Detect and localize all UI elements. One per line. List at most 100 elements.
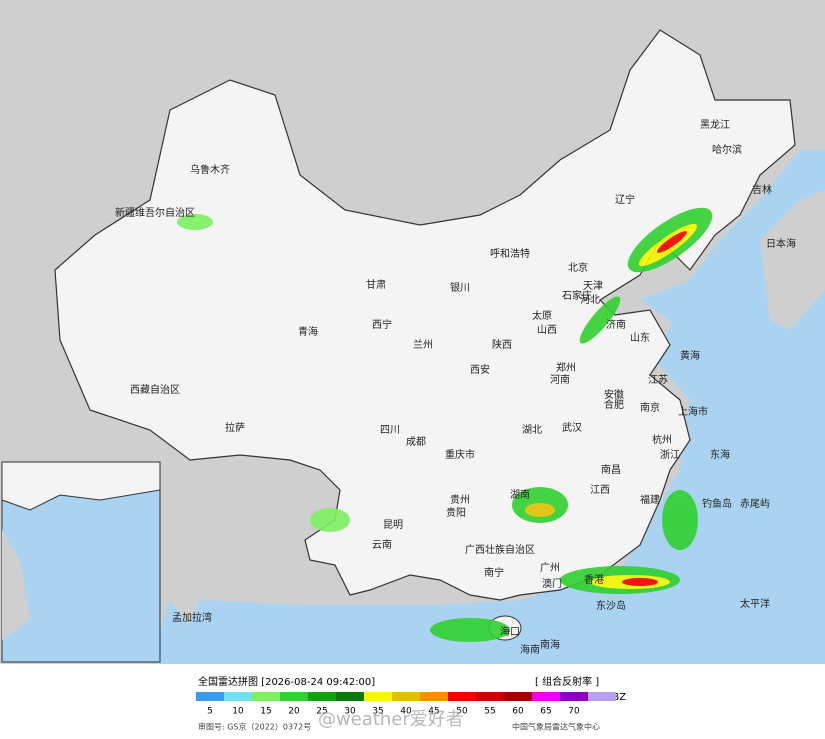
place-label: 天津 bbox=[583, 280, 603, 292]
place-label: 拉萨 bbox=[225, 421, 245, 434]
place-label: 南京 bbox=[640, 401, 660, 414]
place-label: 贵阳 bbox=[446, 506, 466, 519]
legend-swatch bbox=[196, 692, 224, 701]
place-label: 兰州 bbox=[413, 338, 433, 351]
place-label: 孟加拉湾 bbox=[172, 611, 212, 624]
place-label: 钓鱼岛 bbox=[702, 497, 732, 510]
place-label: 海口 bbox=[500, 625, 520, 638]
place-label: 重庆市 bbox=[445, 448, 475, 461]
legend-level: 70 bbox=[568, 707, 580, 717]
place-label: 海南 bbox=[520, 643, 540, 656]
place-label: 西藏自治区 bbox=[130, 383, 180, 396]
place-label: 南昌 bbox=[601, 463, 621, 476]
place-label: 四川 bbox=[380, 425, 400, 436]
place-label: 辽宁 bbox=[615, 193, 635, 206]
data-source: 中国气象局雷达气象中心 bbox=[512, 722, 600, 732]
legend-swatch bbox=[308, 692, 336, 701]
legend-swatch bbox=[560, 692, 588, 701]
legend-level: 15 bbox=[260, 707, 271, 717]
japan bbox=[760, 190, 825, 330]
place-label: 河南 bbox=[550, 373, 570, 386]
place-label: 南宁 bbox=[484, 566, 504, 579]
legend-swatch bbox=[280, 692, 308, 701]
place-label: 太原 bbox=[532, 309, 552, 322]
place-label: 济南 bbox=[606, 318, 626, 331]
watermark: @weather爱好者 bbox=[318, 709, 464, 730]
legend-level: 55 bbox=[484, 707, 495, 717]
place-label: 云南 bbox=[372, 538, 392, 551]
legend-level: 65 bbox=[540, 707, 551, 717]
place-label: 陕西 bbox=[492, 338, 512, 351]
bay-of-bengal bbox=[150, 600, 230, 664]
legend-swatch bbox=[448, 692, 476, 701]
place-label: 武汉 bbox=[562, 421, 582, 434]
place-label: 合肥 bbox=[604, 398, 624, 411]
place-label: 银川 bbox=[450, 281, 470, 294]
place-label: 南海 bbox=[540, 638, 560, 651]
place-label: 成都 bbox=[406, 436, 426, 448]
place-label: 江苏 bbox=[648, 373, 668, 386]
place-label: 澳门 bbox=[542, 577, 562, 590]
footer-bg bbox=[0, 664, 825, 739]
legend-swatch bbox=[420, 692, 448, 701]
place-label: 新疆维吾尔自治区 bbox=[115, 206, 195, 219]
ocean bbox=[170, 150, 825, 664]
place-label: 太平洋 bbox=[740, 597, 770, 610]
place-label: 哈尔滨 bbox=[712, 143, 742, 156]
legend-level: 60 bbox=[512, 707, 524, 717]
place-label: 东海 bbox=[710, 448, 730, 461]
legend-level: 10 bbox=[232, 707, 244, 717]
approval-number: 审图号: GS京（2022）0372号 bbox=[198, 722, 311, 732]
legend-swatch bbox=[588, 692, 616, 701]
legend-swatch bbox=[224, 692, 252, 701]
inset-neighbor bbox=[2, 530, 30, 640]
legend-swatch bbox=[476, 692, 504, 701]
legend-swatch bbox=[504, 692, 532, 701]
legend-swatch bbox=[392, 692, 420, 701]
place-label: 青海 bbox=[298, 325, 318, 338]
place-label: 广西壮族自治区 bbox=[465, 543, 535, 556]
place-label: 甘肃 bbox=[366, 278, 386, 291]
legend-product: [ 组合反射率 ] bbox=[535, 675, 599, 688]
inset-land bbox=[1, 461, 161, 511]
place-label: 黄海 bbox=[680, 349, 700, 362]
place-label: 日本海 bbox=[766, 237, 796, 250]
place-label: 浙江 bbox=[660, 449, 680, 461]
place-label: 湖北 bbox=[522, 424, 542, 436]
place-label: 安徽 bbox=[604, 388, 624, 401]
place-label: 黑龙江 bbox=[700, 118, 730, 131]
legend-title: 全国雷达拼图 [2026-08-24 09:42:00] bbox=[198, 675, 375, 688]
legend-swatch bbox=[364, 692, 392, 701]
legend-level: 25 bbox=[316, 707, 327, 717]
legend-level: 50 bbox=[456, 707, 468, 717]
place-label: 香港 bbox=[584, 574, 604, 586]
place-label: 北京 bbox=[568, 261, 588, 274]
legend-swatch bbox=[252, 692, 280, 701]
place-label: 湖南 bbox=[510, 488, 530, 501]
place-label: 山东 bbox=[630, 331, 650, 344]
place-label: 昆明 bbox=[383, 519, 403, 531]
place-label: 广州 bbox=[540, 562, 560, 574]
place-label: 上海市 bbox=[678, 405, 708, 418]
place-label: 呼和浩特 bbox=[490, 248, 530, 260]
legend-level: 5 bbox=[207, 707, 213, 717]
legend-swatch bbox=[532, 692, 560, 701]
place-label: 福建 bbox=[640, 493, 660, 506]
legend-level: 20 bbox=[288, 707, 300, 717]
inset-south-china-sea bbox=[1, 461, 161, 663]
legend-level: 30 bbox=[344, 707, 356, 717]
legend-level: 35 bbox=[372, 707, 383, 717]
place-label: 山西 bbox=[537, 324, 557, 336]
legend-unit: dBZ bbox=[606, 692, 626, 703]
legend-level: 40 bbox=[400, 707, 412, 717]
place-label: 吉林 bbox=[752, 183, 772, 196]
place-label: 郑州 bbox=[556, 361, 576, 374]
place-label: 西宁 bbox=[372, 318, 392, 331]
legend: 5 10 15 20 25 30 35 40 45 50 55 60 65 70 bbox=[196, 692, 616, 717]
place-label: 乌鲁木齐 bbox=[190, 163, 230, 176]
place-label: 东沙岛 bbox=[596, 599, 626, 612]
place-label: 河北 bbox=[580, 294, 600, 306]
legend-level: 45 bbox=[428, 707, 439, 717]
legend-swatch bbox=[336, 692, 364, 701]
